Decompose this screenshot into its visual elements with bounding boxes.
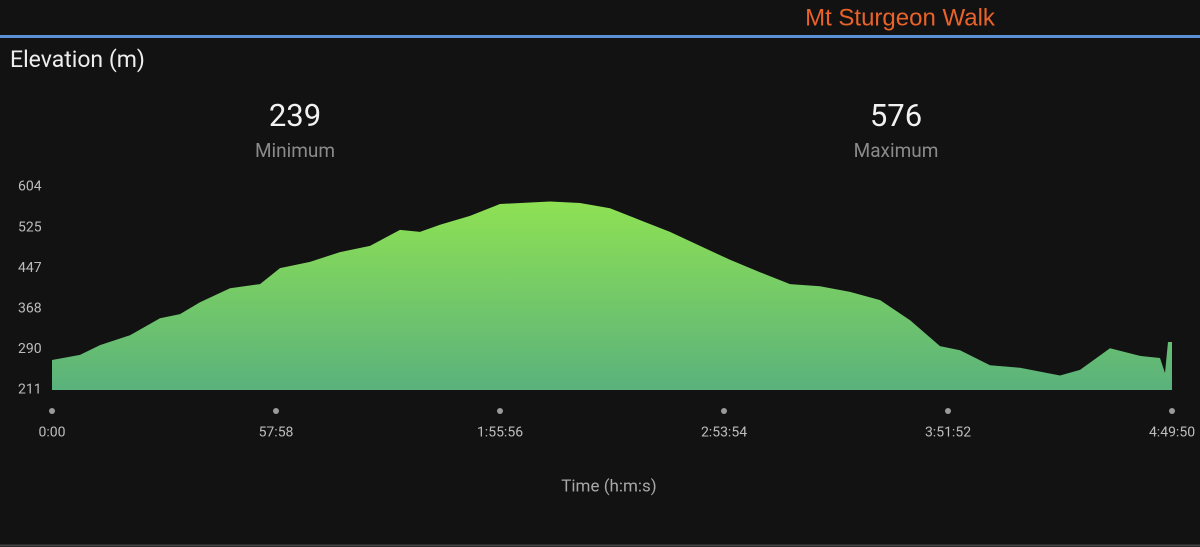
x-tick-label: 2:53:54 [701,425,747,441]
x-tick-dot [1169,408,1175,414]
elevation-area [52,201,1172,390]
page-title: Mt Sturgeon Walk [805,4,996,31]
x-tick-label: 4:49:50 [1149,425,1195,441]
x-tick-label: 57:58 [259,425,294,441]
x-tick-dot [273,408,279,414]
x-tick-label: 1:55:56 [477,425,523,441]
summary-label: Minimum [255,139,335,162]
y-tick-label: 604 [18,179,42,195]
summary-value: 239 [269,97,321,134]
y-tick-label: 447 [18,260,42,276]
y-tick-label: 290 [18,341,42,357]
x-axis-title: Time (h:m:s) [561,476,656,496]
x-tick-dot [721,408,727,414]
y-tick-label: 211 [18,382,42,398]
summary-value: 576 [870,97,922,134]
y-tick-label: 525 [18,220,42,236]
x-tick-label: 3:51:52 [925,425,971,441]
y-tick-label: 368 [18,301,42,317]
summary-label: Maximum [854,139,939,162]
x-tick-label: 0:00 [39,425,66,441]
x-tick-dot [497,408,503,414]
panel-title: Elevation (m) [10,46,145,73]
x-tick-dot [945,408,951,414]
x-tick-dot [49,408,55,414]
